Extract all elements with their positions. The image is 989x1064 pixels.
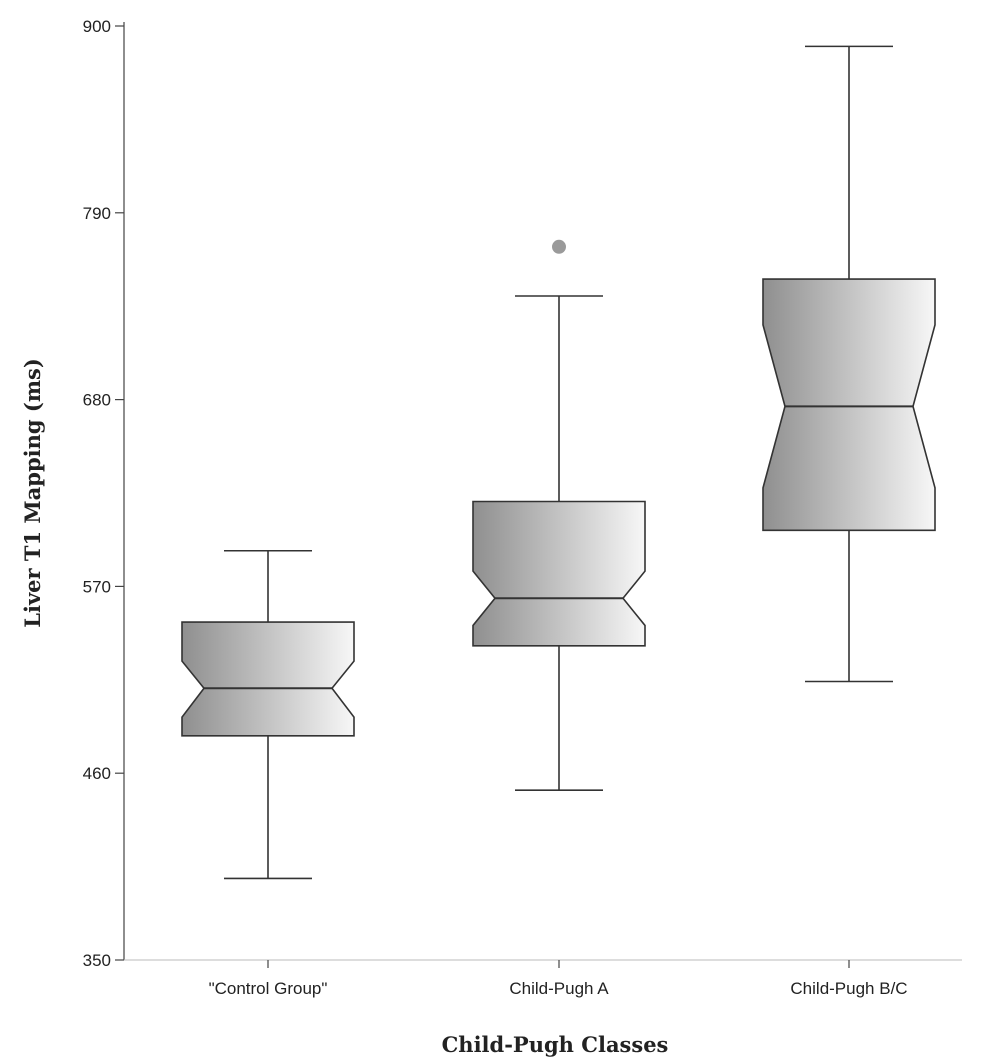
y-tick-label-900: 900 bbox=[83, 17, 111, 36]
box-2 bbox=[762, 45, 936, 683]
y-tick-label-460: 460 bbox=[83, 764, 111, 783]
boxes bbox=[181, 45, 936, 880]
y-tick-label-350: 350 bbox=[83, 951, 111, 970]
box-body-2 bbox=[762, 278, 936, 532]
y-axis-title: Liver T1 Mapping (ms) bbox=[20, 358, 45, 628]
y-tick-label-790: 790 bbox=[83, 204, 111, 223]
x-tick-label-0: "Control Group" bbox=[209, 979, 328, 998]
x-tick-label-1: Child-Pugh A bbox=[509, 979, 609, 998]
box-0 bbox=[181, 549, 355, 880]
box-body-1 bbox=[472, 500, 646, 647]
axes: 350 460 570 680 790 900 "Control Group" Child-P… bbox=[83, 17, 962, 998]
y-tick-label-680: 680 bbox=[83, 391, 111, 410]
x-tick-label-2: Child-Pugh B/C bbox=[790, 979, 907, 998]
x-axis-title: Child-Pugh Classes bbox=[442, 1032, 669, 1057]
y-tick-label-570: 570 bbox=[83, 577, 111, 596]
outlier-point-0 bbox=[552, 239, 566, 254]
box-1 bbox=[472, 295, 646, 791]
box-body-0 bbox=[181, 621, 355, 737]
